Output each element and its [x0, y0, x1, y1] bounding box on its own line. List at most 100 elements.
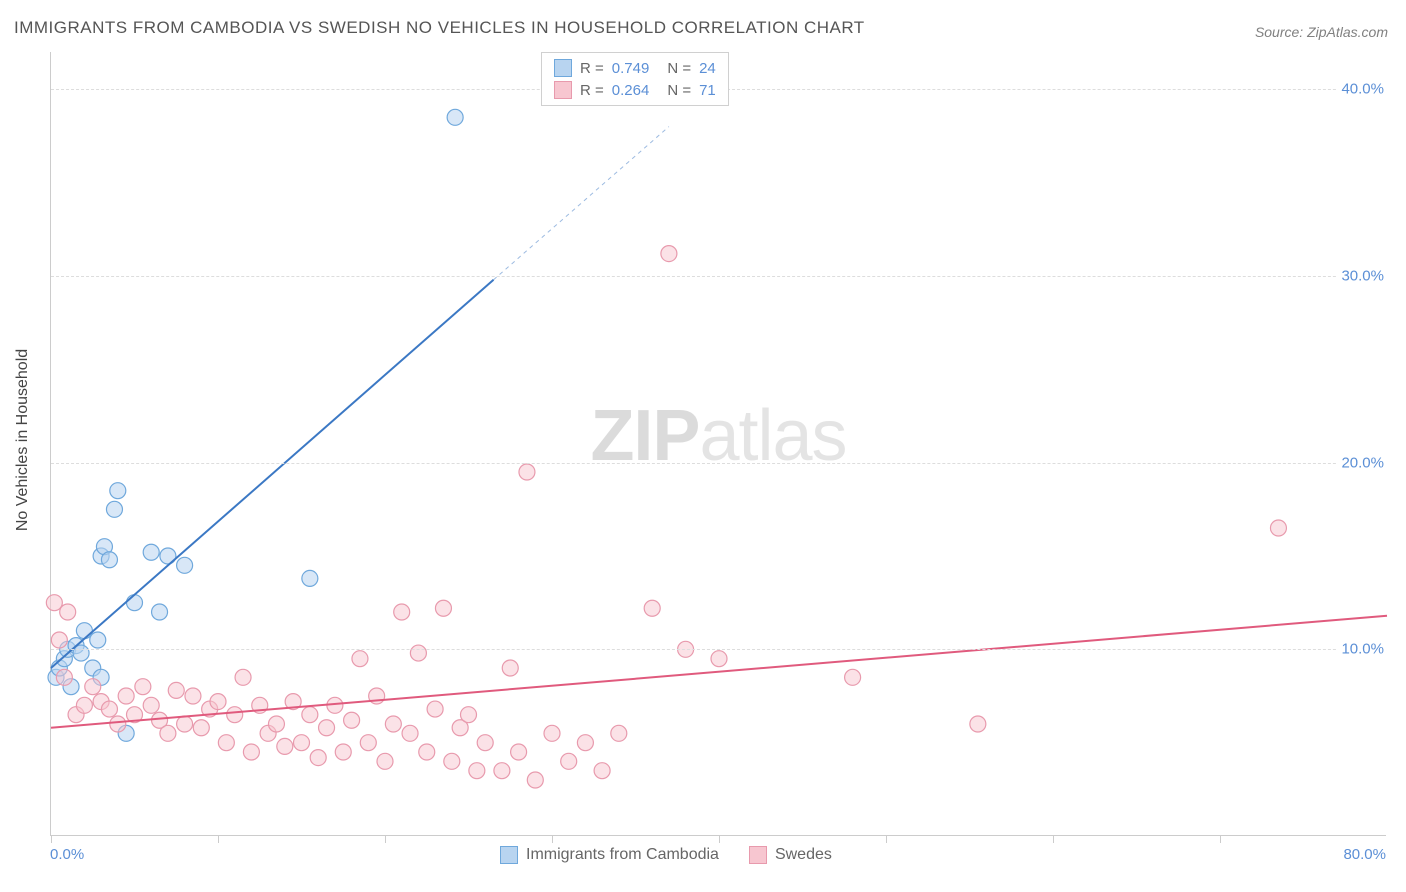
- data-point: [110, 716, 126, 732]
- data-point: [435, 600, 451, 616]
- data-point: [127, 595, 143, 611]
- legend-item: Swedes: [749, 846, 832, 864]
- y-tick-label: 30.0%: [1337, 268, 1388, 285]
- y-axis-title: No Vehicles in Household: [14, 349, 32, 531]
- stat-r-label: R =: [580, 60, 604, 77]
- stats-row: R =0.264N =71: [554, 79, 716, 101]
- regression-line: [51, 280, 494, 668]
- data-point: [444, 753, 460, 769]
- data-point: [193, 720, 209, 736]
- data-point: [160, 725, 176, 741]
- data-point: [352, 651, 368, 667]
- data-point: [110, 483, 126, 499]
- stats-swatch: [554, 59, 572, 77]
- data-point: [335, 744, 351, 760]
- grid-line: [51, 649, 1386, 650]
- data-point: [210, 694, 226, 710]
- data-point: [577, 735, 593, 751]
- data-point: [294, 735, 310, 751]
- data-point: [235, 669, 251, 685]
- data-point: [101, 552, 117, 568]
- regression-line-dashed: [494, 127, 669, 280]
- legend-swatch: [749, 846, 767, 864]
- data-point: [143, 697, 159, 713]
- data-point: [185, 688, 201, 704]
- stat-n-value: 24: [699, 60, 716, 77]
- regression-line: [51, 616, 1387, 728]
- x-tick: [552, 835, 553, 843]
- data-point: [661, 246, 677, 262]
- data-point: [46, 595, 62, 611]
- data-point: [360, 735, 376, 751]
- x-tick: [1220, 835, 1221, 843]
- data-point: [469, 763, 485, 779]
- source-attribution: Source: ZipAtlas.com: [1255, 24, 1388, 40]
- stat-n-label: N =: [667, 60, 691, 77]
- data-point: [594, 763, 610, 779]
- data-point: [519, 464, 535, 480]
- chart-svg: [51, 52, 1386, 835]
- data-point: [447, 109, 463, 125]
- data-point: [56, 669, 72, 685]
- data-point: [461, 707, 477, 723]
- x-tick: [719, 835, 720, 843]
- stat-r-value: 0.264: [612, 82, 650, 99]
- data-point: [152, 604, 168, 620]
- grid-line: [51, 276, 1386, 277]
- x-tick: [218, 835, 219, 843]
- data-point: [970, 716, 986, 732]
- x-min-label: 0.0%: [50, 846, 84, 863]
- data-point: [644, 600, 660, 616]
- legend-label: Immigrants from Cambodia: [526, 846, 719, 864]
- data-point: [90, 632, 106, 648]
- y-tick-label: 20.0%: [1337, 454, 1388, 471]
- data-point: [310, 750, 326, 766]
- data-point: [277, 738, 293, 754]
- data-point: [377, 753, 393, 769]
- data-point: [427, 701, 443, 717]
- data-point: [51, 632, 67, 648]
- legend: Immigrants from Cambodia Swedes: [500, 846, 832, 864]
- data-point: [218, 735, 234, 751]
- data-point: [845, 669, 861, 685]
- data-point: [527, 772, 543, 788]
- data-point: [106, 501, 122, 517]
- plot-area: ZIPatlas R =0.749N =24R =0.264N =71 10.0…: [50, 52, 1386, 836]
- data-point: [544, 725, 560, 741]
- data-point: [168, 682, 184, 698]
- legend-label: Swedes: [775, 846, 832, 864]
- chart-title: IMMIGRANTS FROM CAMBODIA VS SWEDISH NO V…: [14, 18, 865, 38]
- data-point: [135, 679, 151, 695]
- data-point: [511, 744, 527, 760]
- data-point: [711, 651, 727, 667]
- data-point: [302, 570, 318, 586]
- data-point: [419, 744, 435, 760]
- data-point: [561, 753, 577, 769]
- x-tick: [886, 835, 887, 843]
- data-point: [101, 701, 117, 717]
- data-point: [85, 679, 101, 695]
- data-point: [385, 716, 401, 732]
- y-tick-label: 10.0%: [1337, 641, 1388, 658]
- legend-swatch: [500, 846, 518, 864]
- data-point: [76, 697, 92, 713]
- data-point: [402, 725, 418, 741]
- x-tick: [385, 835, 386, 843]
- data-point: [502, 660, 518, 676]
- x-tick: [51, 835, 52, 843]
- data-point: [494, 763, 510, 779]
- data-point: [177, 716, 193, 732]
- data-point: [76, 623, 92, 639]
- data-point: [611, 725, 627, 741]
- data-point: [344, 712, 360, 728]
- data-point: [268, 716, 284, 732]
- x-tick: [1053, 835, 1054, 843]
- stat-n-value: 71: [699, 82, 716, 99]
- stats-box: R =0.749N =24R =0.264N =71: [541, 52, 729, 106]
- chart-container: IMMIGRANTS FROM CAMBODIA VS SWEDISH NO V…: [0, 0, 1406, 892]
- y-tick-label: 40.0%: [1337, 81, 1388, 98]
- data-point: [227, 707, 243, 723]
- stat-n-label: N =: [667, 82, 691, 99]
- stats-row: R =0.749N =24: [554, 57, 716, 79]
- data-point: [143, 544, 159, 560]
